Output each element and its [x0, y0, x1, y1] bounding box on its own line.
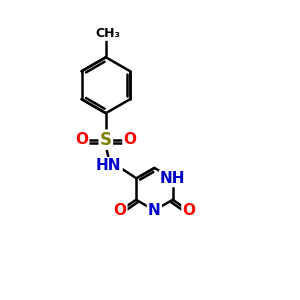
Text: O: O — [182, 203, 196, 218]
Text: N: N — [148, 203, 161, 218]
Text: S: S — [100, 131, 112, 149]
Text: O: O — [75, 132, 88, 147]
Text: O: O — [124, 132, 136, 147]
Text: O: O — [113, 203, 126, 218]
Text: CH₃: CH₃ — [96, 27, 121, 40]
Text: HN: HN — [96, 158, 122, 173]
Text: NH: NH — [160, 171, 185, 186]
